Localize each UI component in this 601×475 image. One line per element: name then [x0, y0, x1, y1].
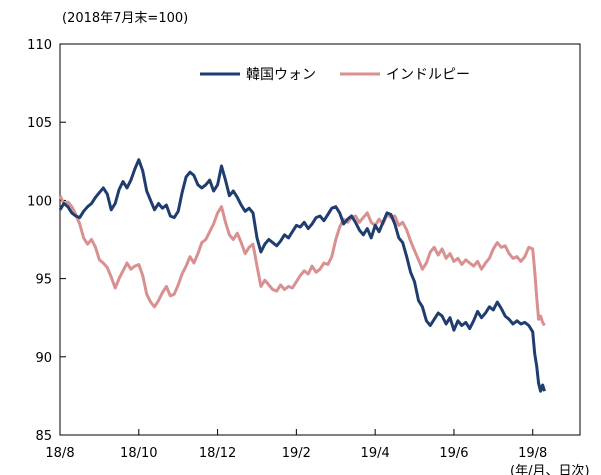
y-tick-label: 105: [27, 116, 52, 131]
y-tick-label: 85: [35, 429, 52, 444]
series-line: [58, 158, 546, 393]
legend: 韓国ウォン インドルピー: [200, 67, 470, 83]
series-group: [58, 158, 546, 393]
series-line: [58, 195, 546, 327]
x-tick-label: 19/6: [439, 446, 468, 461]
x-tick-label: 18/8: [45, 446, 74, 461]
legend-label: インドルピー: [386, 67, 470, 83]
x-axis-note: (年/月、日次): [510, 463, 590, 475]
x-axis: 18/8 18/10 18/12 19/2 19/4 19/6 19/8: [45, 429, 547, 461]
y-tick-label: 100: [27, 194, 52, 209]
y-tick-label: 90: [35, 351, 52, 366]
plot-frame: [59, 43, 581, 436]
y-axis: 85 90 95 100 105 110: [27, 38, 66, 444]
x-tick-label: 19/2: [282, 446, 311, 461]
y-tick-label: 110: [27, 38, 52, 53]
x-tick-label: 18/12: [199, 446, 236, 461]
x-tick-label: 19/8: [518, 446, 547, 461]
x-tick-label: 19/4: [361, 446, 390, 461]
unit-note: (2018年7月末=100): [62, 11, 188, 26]
legend-label: 韓国ウォン: [246, 67, 316, 83]
x-tick-label: 18/10: [120, 446, 157, 461]
y-tick-label: 95: [35, 273, 52, 288]
